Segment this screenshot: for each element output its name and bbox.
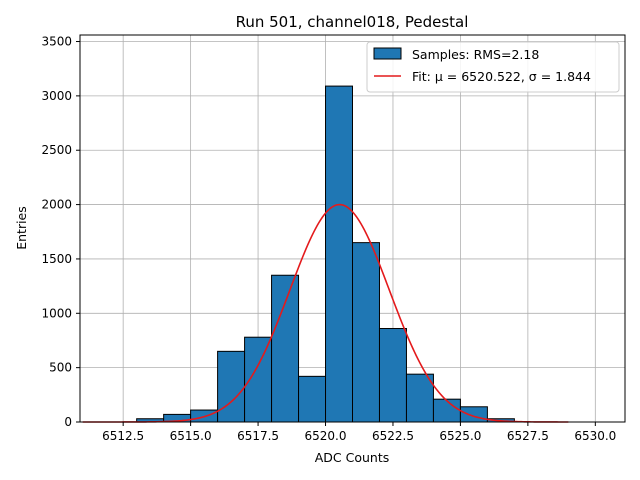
histogram-bar-14 [459, 406, 488, 423]
x-tick-label-4: 6522.5 [372, 429, 414, 443]
y-tick-label-5: 2500 [41, 143, 72, 157]
histogram-bars [136, 85, 515, 423]
y-tick-label-7: 3500 [41, 35, 72, 49]
legend-box [366, 41, 620, 93]
legend-label-fit: Fit: μ = 6520.522, σ = 1.844 [412, 69, 591, 84]
histogram-bar-12 [405, 373, 434, 423]
x-tick-label-0: 6512.5 [102, 429, 144, 443]
x-tick-label-7: 6530.0 [574, 429, 616, 443]
legend-label-samples: Samples: RMS=2.18 [412, 47, 539, 62]
histogram-bar-6 [244, 336, 273, 423]
y-axis-label: Entries [14, 206, 29, 250]
x-axis-label: ADC Counts [315, 450, 390, 465]
histogram-bar-9 [325, 85, 354, 423]
x-axis-ticks: 6512.5 6515.0 6517.5 6520.0 6522.5 6525.0 6527… [102, 422, 616, 443]
x-tick-label-6: 6527.5 [507, 429, 549, 443]
y-tick-label-1: 500 [49, 361, 72, 375]
x-tick-label-3: 6520.0 [305, 429, 347, 443]
y-tick-label-6: 3000 [41, 89, 72, 103]
chart-title: Run 501, channel018, Pedestal [236, 13, 469, 31]
histogram-bar-7 [271, 274, 300, 423]
x-tick-label-5: 6525.0 [439, 429, 481, 443]
histogram-bar-11 [378, 328, 407, 423]
x-tick-label-1: 6515.0 [170, 429, 212, 443]
y-tick-label-4: 2000 [41, 198, 72, 212]
y-axis-ticks: 0 500 1000 1500 2000 2500 3000 3500 [41, 35, 80, 429]
legend-swatch-samples [373, 47, 402, 60]
y-tick-label-3: 1500 [41, 252, 72, 266]
y-tick-label-0: 0 [64, 415, 72, 429]
histogram-bar-8 [298, 375, 327, 423]
histogram-bar-5 [217, 350, 246, 423]
x-tick-label-2: 6517.5 [237, 429, 279, 443]
histogram-bar-13 [432, 398, 461, 423]
histogram-bar-10 [352, 242, 380, 423]
y-tick-label-2: 1000 [41, 306, 72, 320]
plot-frame [79, 34, 626, 423]
legend: Samples: RMS=2.18 Fit: μ = 6520.522, σ =… [366, 41, 620, 93]
